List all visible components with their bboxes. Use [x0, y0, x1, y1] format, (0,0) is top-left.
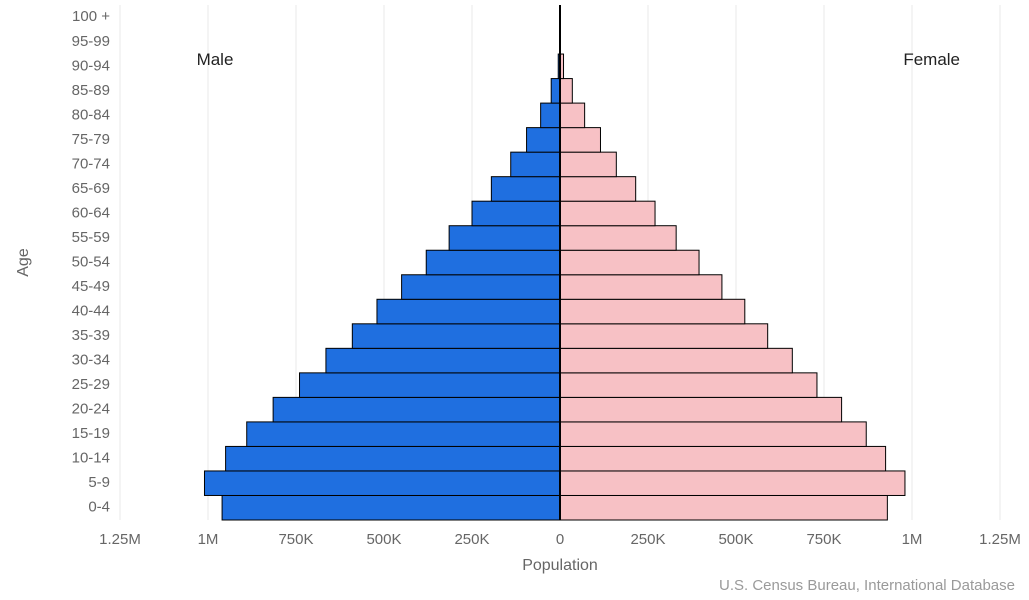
age-group-label: 10-14: [72, 450, 110, 467]
male-bar: [426, 250, 560, 275]
female-bar: [560, 373, 817, 398]
age-group-label: 55-59: [72, 229, 110, 246]
female-bar: [560, 324, 768, 349]
age-group-label: 30-34: [72, 352, 110, 369]
female-label: Female: [903, 50, 960, 69]
female-bar: [560, 201, 655, 226]
female-bar: [560, 495, 887, 520]
age-group-label: 65-69: [72, 180, 110, 197]
population-pyramid-chart: 0-4 5-9 10-14 15-19 20-24 25-29 30-34 35-39 40-4…: [0, 0, 1029, 600]
female-bar: [560, 128, 600, 153]
age-group-label: 80-84: [72, 106, 110, 123]
female-bar: [560, 79, 572, 104]
female-bar: [560, 299, 745, 324]
male-bar: [352, 324, 560, 349]
x-tick-label: 1M: [902, 531, 923, 548]
male-bar: [511, 152, 560, 177]
age-group-label: 75-79: [72, 131, 110, 148]
age-group-label: 50-54: [72, 253, 110, 270]
male-bar: [402, 275, 560, 300]
male-bar: [247, 422, 560, 447]
male-bar: [300, 373, 560, 398]
x-tick-label: 250K: [454, 531, 489, 548]
female-bar: [560, 103, 585, 128]
age-group-label: 35-39: [72, 327, 110, 344]
age-group-label: 45-49: [72, 278, 110, 295]
x-tick-label: 1M: [198, 531, 219, 548]
x-tick-label: 250K: [630, 531, 665, 548]
female-bar: [560, 177, 636, 202]
age-group-label: 40-44: [72, 303, 110, 320]
female-bar: [560, 226, 676, 251]
female-bar: [560, 348, 792, 373]
female-bar: [560, 422, 866, 447]
male-bar: [226, 446, 560, 471]
age-group-label: 20-24: [72, 401, 110, 418]
age-group-label: 70-74: [72, 155, 110, 172]
source-text: U.S. Census Bureau, International Databa…: [719, 577, 1015, 594]
female-bar: [560, 446, 886, 471]
y-axis-title: Age: [15, 248, 32, 277]
age-group-label: 15-19: [72, 425, 110, 442]
x-tick-label: 500K: [366, 531, 401, 548]
female-bar: [560, 275, 722, 300]
male-bar: [377, 299, 560, 324]
male-bar: [204, 471, 560, 496]
male-bar: [551, 79, 560, 104]
x-tick-label: 500K: [718, 531, 753, 548]
female-bar: [560, 250, 699, 275]
male-bar: [326, 348, 560, 373]
age-group-label: 100 +: [72, 8, 110, 25]
age-group-label: 95-99: [72, 33, 110, 50]
age-group-label: 85-89: [72, 82, 110, 99]
x-tick-label: 1.25M: [99, 531, 141, 548]
x-tick-label: 750K: [278, 531, 313, 548]
female-bar: [560, 152, 616, 177]
age-group-label: 60-64: [72, 204, 110, 221]
age-group-label: 5-9: [88, 474, 110, 491]
male-bar: [491, 177, 560, 202]
x-tick-label: 1.25M: [979, 531, 1021, 548]
male-bar: [472, 201, 560, 226]
x-tick-label: 750K: [806, 531, 841, 548]
male-bar: [273, 397, 560, 422]
age-group-label: 0-4: [88, 499, 110, 516]
female-bar: [560, 397, 842, 422]
male-label: Male: [197, 50, 234, 69]
chart-svg: 0-4 5-9 10-14 15-19 20-24 25-29 30-34 35-39 40-4…: [0, 0, 1029, 600]
male-bar: [449, 226, 560, 251]
age-group-label: 25-29: [72, 376, 110, 393]
male-bar: [527, 128, 560, 153]
male-bar: [541, 103, 560, 128]
x-tick-label: 0: [556, 531, 564, 548]
female-bar: [560, 471, 905, 496]
x-axis-title: Population: [522, 557, 598, 574]
male-bar: [222, 495, 560, 520]
age-group-label: 90-94: [72, 57, 110, 74]
